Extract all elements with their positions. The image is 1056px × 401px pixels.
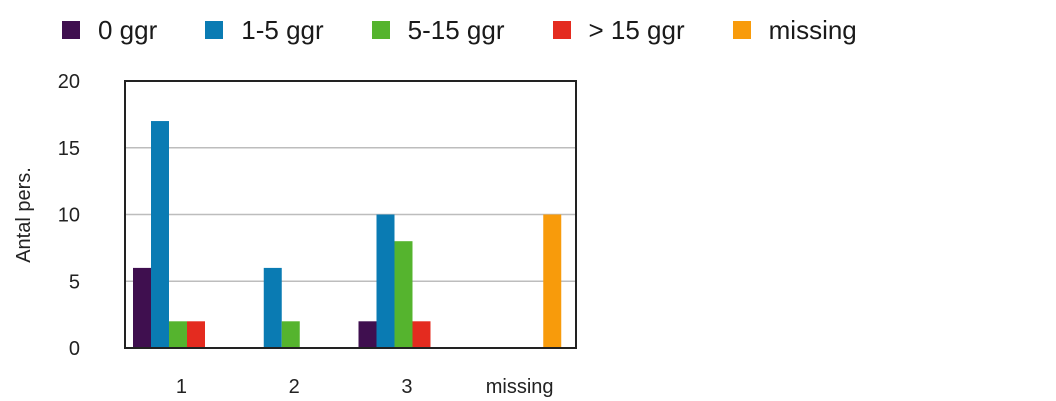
y-tick-label-5: 5 [69,271,80,293]
gridlines [125,147,576,282]
y-tick-label-0: 0 [69,338,80,360]
legend-swatch-15-ggr [552,21,571,39]
bar-1-5-ggr-2 [263,267,282,348]
legend-label-5-15-ggr: 5-15 ggr [407,15,505,45]
bar-5-15-ggr-1 [169,321,187,348]
bars [133,121,562,348]
x-tick-label-missing: missing [486,376,554,398]
bar-5-15-ggr-3 [394,241,413,348]
bar-15-ggr-1 [187,321,205,348]
x-tick-label-1: 1 [176,376,187,398]
legend-label-15-ggr: > 15 ggr [588,15,685,45]
y-axis-ticks: 0 5 10 15 20 [58,71,80,360]
legend-label-1-5-ggr: 1-5 ggr [241,15,324,45]
x-tick-label-2: 2 [289,376,300,398]
legend-label-0-ggr: 0 ggr [98,15,158,45]
bar-0-ggr-3 [358,321,377,348]
y-tick-label-20: 20 [58,71,80,93]
bar-missing-missing [543,214,562,348]
bar-5-15-ggr-2 [281,321,300,348]
bar-15-ggr-3 [412,321,431,348]
plot-area-frame [124,80,577,349]
legend-item-missing: missing [732,15,857,45]
x-tick-label-3: 3 [401,376,412,398]
y-tick-label-10: 10 [58,205,80,227]
legend-item-15-ggr: > 15 ggr [552,15,685,45]
legend-swatch-1-5-ggr [205,21,224,39]
y-axis-label: Antal pers. [13,167,35,263]
chart-legend: 0 ggr 1-5 ggr 5-15 ggr > 15 ggr missing [62,10,857,50]
x-axis-ticks: 1 2 3 missing [176,376,554,398]
legend-item-5-15-ggr: 5-15 ggr [371,15,505,45]
bar-0-ggr-1 [133,267,151,348]
legend-swatch-0-ggr [62,21,80,39]
legend-swatch-missing [732,21,751,39]
bar-1-5-ggr-3 [376,214,395,348]
y-tick-label-15: 15 [58,138,80,160]
legend-swatch-5-15-ggr [371,21,390,39]
bar-1-5-ggr-1 [151,121,169,348]
legend-item-1-5-ggr: 1-5 ggr [205,15,324,45]
legend-item-0-ggr: 0 ggr [62,17,157,43]
legend-label-missing: missing [768,15,857,45]
